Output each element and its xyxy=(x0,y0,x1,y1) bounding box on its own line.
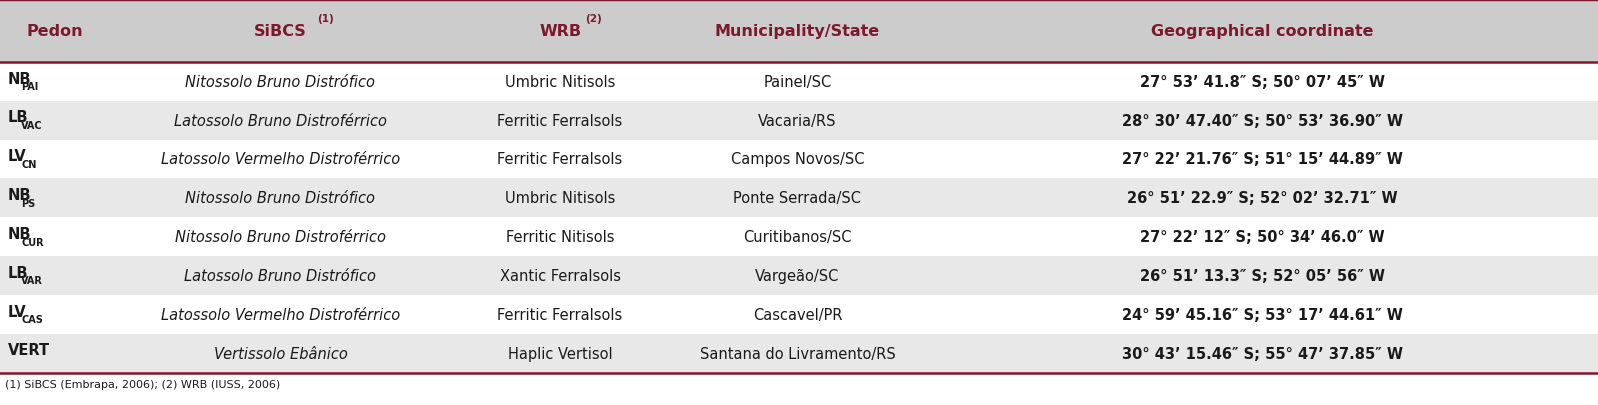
Text: WRB: WRB xyxy=(539,24,582,39)
Text: Santana do Livramento/RS: Santana do Livramento/RS xyxy=(700,346,895,361)
Text: 28° 30’ 47.40″ S; 50° 53’ 36.90″ W: 28° 30’ 47.40″ S; 50° 53’ 36.90″ W xyxy=(1122,113,1403,128)
Text: CN: CN xyxy=(21,160,37,169)
Text: Latossolo Vermelho Distroférrico: Latossolo Vermelho Distroférrico xyxy=(161,307,400,322)
Text: Ponte Serrada/SC: Ponte Serrada/SC xyxy=(733,191,861,206)
Text: 27° 22’ 21.76″ S; 51° 15’ 44.89″ W: 27° 22’ 21.76″ S; 51° 15’ 44.89″ W xyxy=(1122,152,1403,167)
Text: LB: LB xyxy=(8,110,29,125)
Text: Umbric Nitisols: Umbric Nitisols xyxy=(505,75,615,90)
Text: Latossolo Bruno Distroférrico: Latossolo Bruno Distroférrico xyxy=(174,113,387,128)
Text: Ferritic Ferralsols: Ferritic Ferralsols xyxy=(497,152,623,167)
Bar xyxy=(0,179,1598,218)
Bar xyxy=(0,334,1598,373)
Text: 30° 43’ 15.46″ S; 55° 47’ 37.85″ W: 30° 43’ 15.46″ S; 55° 47’ 37.85″ W xyxy=(1122,346,1403,361)
Text: PAI: PAI xyxy=(21,82,38,92)
Text: Geographical coordinate: Geographical coordinate xyxy=(1151,24,1374,39)
Text: Ferritic Ferralsols: Ferritic Ferralsols xyxy=(497,307,623,322)
Text: (1) SiBCS (Embrapa, 2006); (2) WRB (IUSS, 2006): (1) SiBCS (Embrapa, 2006); (2) WRB (IUSS… xyxy=(5,379,280,389)
Bar xyxy=(0,63,1598,102)
Text: Campos Novos/SC: Campos Novos/SC xyxy=(730,152,865,167)
Text: 27° 22’ 12″ S; 50° 34’ 46.0″ W: 27° 22’ 12″ S; 50° 34’ 46.0″ W xyxy=(1139,230,1385,245)
Text: LV: LV xyxy=(8,304,27,319)
Text: Vacaria/RS: Vacaria/RS xyxy=(757,113,837,128)
Bar xyxy=(0,102,1598,140)
Bar xyxy=(0,295,1598,334)
Bar xyxy=(0,140,1598,179)
Text: CUR: CUR xyxy=(21,237,43,247)
Text: 24° 59’ 45.16″ S; 53° 17’ 44.61″ W: 24° 59’ 45.16″ S; 53° 17’ 44.61″ W xyxy=(1122,307,1403,322)
Text: 27° 53’ 41.8″ S; 50° 07’ 45″ W: 27° 53’ 41.8″ S; 50° 07’ 45″ W xyxy=(1139,75,1385,90)
Text: Latossolo Bruno Distrófico: Latossolo Bruno Distrófico xyxy=(184,268,377,283)
Text: Nitossolo Bruno Distroférrico: Nitossolo Bruno Distroférrico xyxy=(174,230,387,245)
Text: Xantic Ferralsols: Xantic Ferralsols xyxy=(500,268,620,283)
Text: CAS: CAS xyxy=(21,314,43,324)
Text: Vertissolo Ebânico: Vertissolo Ebânico xyxy=(214,346,347,361)
Text: Haplic Vertisol: Haplic Vertisol xyxy=(508,346,612,361)
Text: Umbric Nitisols: Umbric Nitisols xyxy=(505,191,615,206)
Text: Vargeão/SC: Vargeão/SC xyxy=(756,268,839,283)
Text: (1): (1) xyxy=(316,14,334,24)
Text: 26° 51’ 22.9″ S; 52° 02’ 32.71″ W: 26° 51’ 22.9″ S; 52° 02’ 32.71″ W xyxy=(1127,191,1398,206)
Text: Nitossolo Bruno Distrófico: Nitossolo Bruno Distrófico xyxy=(185,191,376,206)
Text: Ferritic Ferralsols: Ferritic Ferralsols xyxy=(497,113,623,128)
Bar xyxy=(0,256,1598,295)
Text: PS: PS xyxy=(21,198,35,208)
Text: 26° 51’ 13.3″ S; 52° 05’ 56″ W: 26° 51’ 13.3″ S; 52° 05’ 56″ W xyxy=(1139,268,1385,283)
Text: Nitossolo Bruno Distrófico: Nitossolo Bruno Distrófico xyxy=(185,75,376,90)
Text: SiBCS: SiBCS xyxy=(254,24,307,39)
Text: VERT: VERT xyxy=(8,343,50,358)
Text: Municipality/State: Municipality/State xyxy=(714,24,880,39)
Text: LB: LB xyxy=(8,265,29,280)
Text: Painel/SC: Painel/SC xyxy=(764,75,831,90)
Text: Latossolo Vermelho Distroférrico: Latossolo Vermelho Distroférrico xyxy=(161,152,400,167)
Bar xyxy=(0,218,1598,256)
Text: Curitibanos/SC: Curitibanos/SC xyxy=(743,230,852,245)
Text: VAC: VAC xyxy=(21,121,43,131)
Text: Pedon: Pedon xyxy=(26,24,83,39)
Text: VAR: VAR xyxy=(21,276,43,286)
Text: NB: NB xyxy=(8,226,32,241)
Text: NB: NB xyxy=(8,188,32,202)
Bar xyxy=(0,0,1598,63)
Text: Cascavel/PR: Cascavel/PR xyxy=(753,307,842,322)
Text: Ferritic Nitisols: Ferritic Nitisols xyxy=(507,230,614,245)
Text: NB: NB xyxy=(8,71,32,86)
Text: (2): (2) xyxy=(585,14,601,24)
Text: LV: LV xyxy=(8,149,27,164)
